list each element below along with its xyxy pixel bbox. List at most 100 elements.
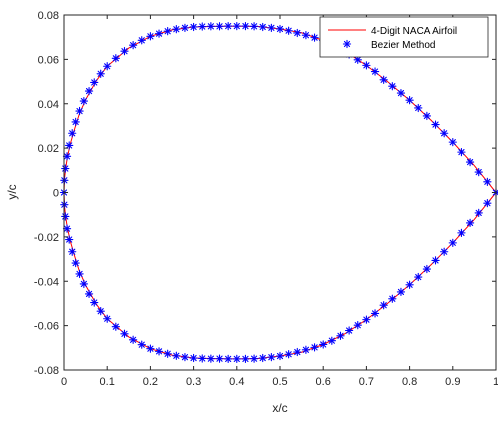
y-tick-label: 0 (53, 188, 59, 200)
legend-marker-swatch (342, 39, 352, 49)
data-point-marker (483, 177, 492, 186)
x-tick-label: 0.4 (229, 376, 244, 388)
data-point-marker (180, 352, 190, 362)
data-point-marker (267, 352, 276, 362)
data-point-marker (71, 258, 80, 268)
data-point-marker (336, 331, 345, 340)
data-point-marker (396, 88, 406, 98)
series-layer (59, 21, 498, 364)
data-point-marker (65, 235, 74, 244)
y-tick-label: -0.02 (34, 232, 59, 244)
data-point-marker (362, 61, 371, 70)
legend: 4-Digit NACA Airfoil Bezier Method (319, 16, 489, 58)
y-tick-label: 0.06 (38, 54, 59, 66)
x-tick-label: 0.6 (316, 376, 331, 388)
y-tick-label: 0.04 (38, 99, 59, 111)
data-point-marker (120, 329, 129, 338)
data-point-marker (405, 96, 414, 105)
data-point-marker (440, 129, 449, 138)
data-point-marker (111, 54, 120, 63)
data-point-marker (396, 287, 406, 297)
data-point-marker (310, 343, 319, 352)
data-point-marker (154, 347, 164, 356)
data-point-marker (128, 41, 138, 50)
data-point-marker (301, 345, 311, 354)
data-point-marker (440, 247, 449, 256)
data-point-marker (90, 298, 99, 307)
data-point-marker (249, 354, 259, 363)
data-point-marker (103, 314, 112, 323)
data-point-marker (405, 280, 414, 289)
legend-box (319, 16, 489, 58)
legend-star-icon (342, 39, 352, 49)
data-point-marker (431, 256, 440, 265)
data-point-marker (448, 238, 457, 248)
data-point-marker (215, 22, 224, 31)
data-point-marker (422, 111, 432, 121)
y-tick-label: 0.02 (38, 143, 59, 155)
data-point-marker (198, 22, 207, 31)
ticks-layer: 0 0.1 0.2 0.3 0.4 0.5 0.6 0.7 0.8 0.9 1 -0.08 -0.06 -… (34, 10, 498, 388)
data-point-marker (310, 33, 319, 42)
data-point-marker (370, 67, 380, 76)
data-point-marker (62, 224, 72, 233)
data-point-marker (61, 164, 70, 173)
data-point-marker (465, 218, 475, 228)
y-tick-label: 0.08 (38, 10, 59, 22)
data-point-marker (457, 147, 466, 157)
x-tick-label: 0.5 (272, 376, 287, 388)
data-point-marker (128, 335, 138, 344)
data-point-marker (344, 326, 354, 335)
data-point-marker (465, 157, 475, 167)
data-point-marker (474, 167, 483, 177)
data-point-marker (474, 208, 483, 218)
data-point-marker (275, 24, 285, 34)
data-point-marker (84, 289, 94, 299)
data-point-marker (483, 199, 492, 208)
data-point-marker (457, 228, 466, 238)
data-point-marker (362, 315, 371, 324)
legend-label-naca: 4-Digit NACA Airfoil (371, 26, 457, 37)
y-axis-title: y/c (5, 184, 19, 199)
data-point-marker (172, 25, 181, 34)
data-point-marker (241, 21, 250, 31)
data-point-marker (61, 212, 70, 221)
data-point-marker (284, 350, 293, 359)
data-point-marker (388, 294, 397, 303)
data-point-marker (172, 351, 181, 360)
x-tick-label: 0 (61, 376, 67, 388)
data-point-marker (62, 152, 72, 161)
data-point-marker (284, 26, 293, 35)
x-tick-label: 0.3 (186, 376, 201, 388)
data-point-marker (319, 340, 328, 349)
x-tick-label: 0.8 (402, 376, 417, 388)
data-point-marker (293, 28, 302, 38)
data-point-marker (249, 22, 259, 31)
data-point-marker (75, 106, 84, 116)
data-point-marker (68, 129, 77, 138)
data-point-marker (180, 23, 190, 33)
data-point-marker (79, 96, 89, 106)
y-tick-label: -0.08 (34, 365, 59, 377)
data-point-marker (79, 279, 89, 289)
data-point-marker (353, 321, 362, 330)
legend-label-bezier: Bezier Method (371, 40, 435, 51)
data-point-marker (96, 69, 105, 78)
y-tick-label: -0.04 (34, 276, 59, 288)
data-point-marker (414, 272, 423, 282)
data-point-marker (189, 22, 198, 32)
data-point-marker (198, 354, 207, 363)
data-point-marker (68, 247, 77, 256)
data-point-marker (275, 351, 285, 361)
data-point-marker (379, 75, 388, 84)
x-tick-label: 0.7 (359, 376, 374, 388)
data-point-marker (388, 82, 397, 91)
x-tick-label: 1 (493, 376, 498, 388)
data-point-marker (232, 354, 241, 364)
data-point-marker (258, 22, 267, 32)
data-point-marker (163, 27, 172, 36)
data-point-marker (146, 32, 155, 41)
data-point-marker (96, 307, 105, 316)
